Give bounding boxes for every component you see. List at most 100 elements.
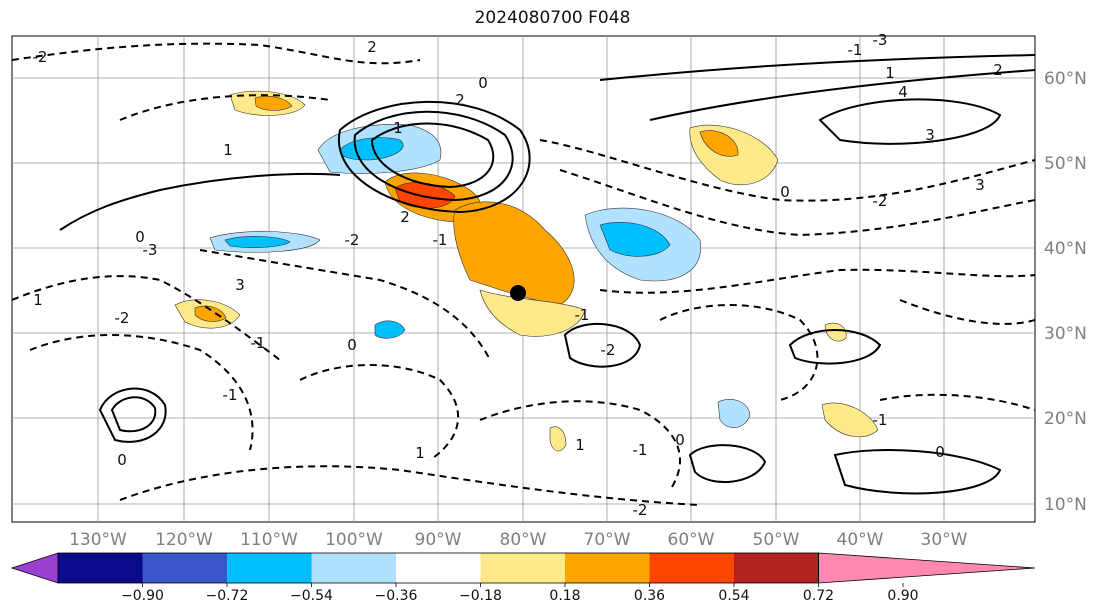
shade-pos-yucatan — [549, 426, 567, 452]
contour-label: 2 — [993, 61, 1003, 79]
contour-solid-pacific-low-1 — [98, 387, 167, 443]
colorbar-outline — [57, 552, 819, 584]
longitude-label: 130°W — [69, 530, 127, 550]
contour-label: 2 — [367, 38, 377, 56]
contour-dashed-east-2 — [879, 393, 1035, 411]
contour-label: 0 — [135, 228, 145, 246]
colorbar-segment — [396, 553, 481, 583]
shade-neg-hudson-core — [339, 137, 404, 161]
contour-label: -2 — [33, 48, 48, 66]
contour-label-layer: 2-20 43-31-12-20 -2-113-30-11-2201-1-20-1-… — [33, 31, 1003, 519]
colorbar-segment — [311, 553, 396, 583]
shade-pos-east-light — [479, 289, 586, 337]
colorbar — [10, 552, 1036, 584]
latitude-label: 40°N — [1044, 239, 1087, 259]
colorbar-segment — [649, 553, 734, 583]
contour-dashed-south — [119, 465, 701, 506]
contour-label: 2 — [400, 208, 410, 226]
contour-label: 1 — [393, 119, 403, 137]
storm-position-marker — [510, 285, 526, 301]
contour-label: -1 — [223, 386, 238, 404]
longitude-label: 90°W — [415, 530, 462, 550]
contour-label: 3 — [975, 176, 985, 194]
contour-solid-mid — [788, 329, 882, 365]
colorbar-segment — [142, 553, 227, 583]
contour-dashed-mid-atl — [659, 304, 819, 401]
contour-solid-low-ring-3 — [370, 122, 495, 189]
contour-label: 0 — [780, 183, 790, 201]
shade-pos-atlantic-east — [821, 402, 879, 438]
contour-solid-trop-1 — [688, 444, 767, 484]
contour-label: -3 — [873, 31, 888, 49]
longitude-label: 120°W — [155, 530, 213, 550]
contour-label: 1 — [415, 444, 425, 462]
contour-label: 0 — [935, 443, 945, 461]
colorbar-tick-label: 0.54 — [718, 588, 749, 604]
contour-label: 4 — [898, 83, 908, 101]
contour-dashed-atl-3 — [599, 268, 1035, 294]
shade-neg-gulf — [374, 320, 406, 339]
contour-label: 1 — [33, 291, 43, 309]
contour-solid-low-ring-2 — [353, 110, 514, 202]
contour-solid-east-high — [818, 98, 1002, 145]
longitude-label: 40°W — [837, 530, 884, 550]
contour-lines — [59, 54, 1035, 495]
contour-label: 1 — [575, 436, 585, 454]
colorbar-segment — [734, 553, 819, 583]
latitude-label: 60°N — [1044, 69, 1087, 89]
colorbar-tick-label: −0.18 — [459, 588, 502, 604]
contour-label: -2 — [115, 309, 130, 327]
longitude-label: 30°W — [921, 530, 968, 550]
longitude-label: 60°W — [668, 530, 715, 550]
contour-solid-bermuda — [563, 322, 642, 368]
shade-pos-mexico-core — [194, 305, 227, 322]
longitude-label: 70°W — [584, 530, 631, 550]
shade-pos-east — [453, 201, 575, 306]
contour-label: -1 — [873, 411, 888, 429]
contour-label: -3 — [143, 241, 158, 259]
contour-label: -1 — [433, 231, 448, 249]
latitude-label: 10°N — [1044, 495, 1087, 515]
colorbar-extend-low — [10, 552, 59, 584]
contour-label: -2 — [345, 231, 360, 249]
contour-solid-pacific-low-2 — [110, 396, 157, 433]
contour-label: 0 — [117, 451, 127, 469]
contour-dashed-gulf — [299, 364, 459, 461]
colorbar-tick-label: −0.36 — [375, 588, 418, 604]
contour-label: 0 — [347, 336, 357, 354]
longitude-label: 110°W — [240, 530, 298, 550]
colorbar-tick-label: −0.54 — [290, 588, 333, 604]
latitude-label: 30°N — [1044, 324, 1087, 344]
contour-label: -2 — [873, 192, 888, 210]
contour-dashed-east — [899, 299, 1035, 325]
contour-lines-dashed — [12, 42, 1035, 506]
shade-pos-midatlantic — [824, 322, 847, 342]
contour-dashed-central — [199, 249, 491, 361]
shade-neg-atlantic-core — [599, 222, 671, 257]
shade-pos-greenland-core — [699, 130, 739, 157]
colorbar-tick-labels: −0.90 −0.72 −0.54 −0.36 −0.18 0.18 0.36 0.54 0.7… — [121, 583, 919, 604]
shade-pos-north-pacific-core — [254, 95, 293, 111]
contour-label: 0 — [478, 74, 488, 92]
contour-dashed-north-2 — [119, 94, 331, 121]
contour-label: 1 — [223, 141, 233, 159]
contour-label: -1 — [848, 41, 863, 59]
contour-label: -2 — [633, 501, 648, 519]
longitude-labels: 130°W 120°W 110°W 100°W 90°W 80°W 70°W 60°W 50°W… — [69, 530, 968, 550]
latitude-label: 20°N — [1044, 409, 1087, 429]
colorbar-tick-label: 0.72 — [803, 588, 834, 604]
shade-neg-central-core — [224, 236, 291, 248]
colorbar-tick-label: −0.72 — [206, 588, 249, 604]
contour-label: 3 — [235, 276, 245, 294]
contour-label: 0 — [675, 431, 685, 449]
contour-solid-jet — [599, 54, 1035, 81]
contour-label: 1 — [885, 64, 895, 82]
colorbar-tick-label: −0.90 — [121, 588, 164, 604]
colorbar-tick-label: 0.90 — [887, 588, 918, 604]
latitude-label: 50°N — [1044, 154, 1087, 174]
contour-dashed-carib — [479, 400, 681, 491]
colorbar-tick-label: 0.36 — [634, 588, 665, 604]
latitude-labels: 60°N 50°N 40°N 30°N 20°N 10°N — [1044, 69, 1087, 515]
contour-dashed-north-1 — [12, 42, 421, 65]
